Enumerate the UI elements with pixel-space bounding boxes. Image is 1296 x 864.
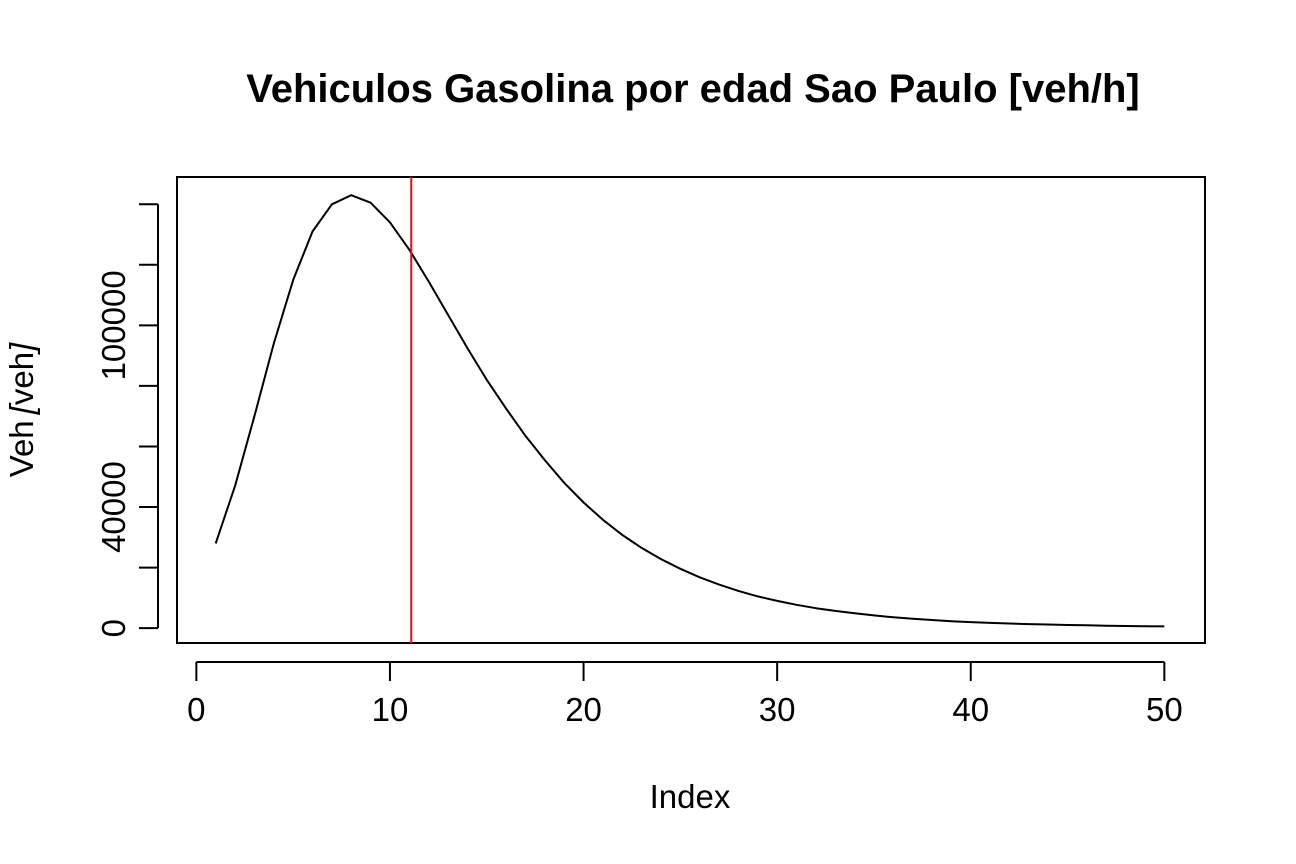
- y-axis: 0 40000 100000: [95, 203, 159, 637]
- y-axis-label: Veh [veh]: [3, 342, 40, 477]
- x-tick-label: 0: [187, 691, 205, 728]
- series-line: [214, 194, 1165, 628]
- y-axis-label-unit: veh: [3, 352, 40, 405]
- x-axis-label: Index: [650, 778, 731, 815]
- x-axis: 0 10 20 30 40 50: [187, 661, 1183, 728]
- y-tick-label: 100000: [95, 270, 132, 380]
- x-tick-label: 40: [952, 691, 989, 728]
- x-tick-label: 10: [372, 691, 409, 728]
- y-axis-label-text: Veh: [3, 420, 40, 477]
- y-axis-label-open-bracket: [: [3, 402, 40, 415]
- y-axis-label-close-bracket: ]: [3, 342, 40, 355]
- plot-frame: [176, 176, 1206, 644]
- y-tick-label: 0: [95, 619, 132, 637]
- x-tick-label: 20: [565, 691, 602, 728]
- y-tick-label: 40000: [95, 461, 132, 553]
- chart-title: Vehiculos Gasolina por edad Sao Paulo [v…: [246, 67, 1140, 111]
- x-tick-label: 30: [759, 691, 796, 728]
- x-tick-label: 50: [1146, 691, 1183, 728]
- series-layer: [214, 194, 1165, 628]
